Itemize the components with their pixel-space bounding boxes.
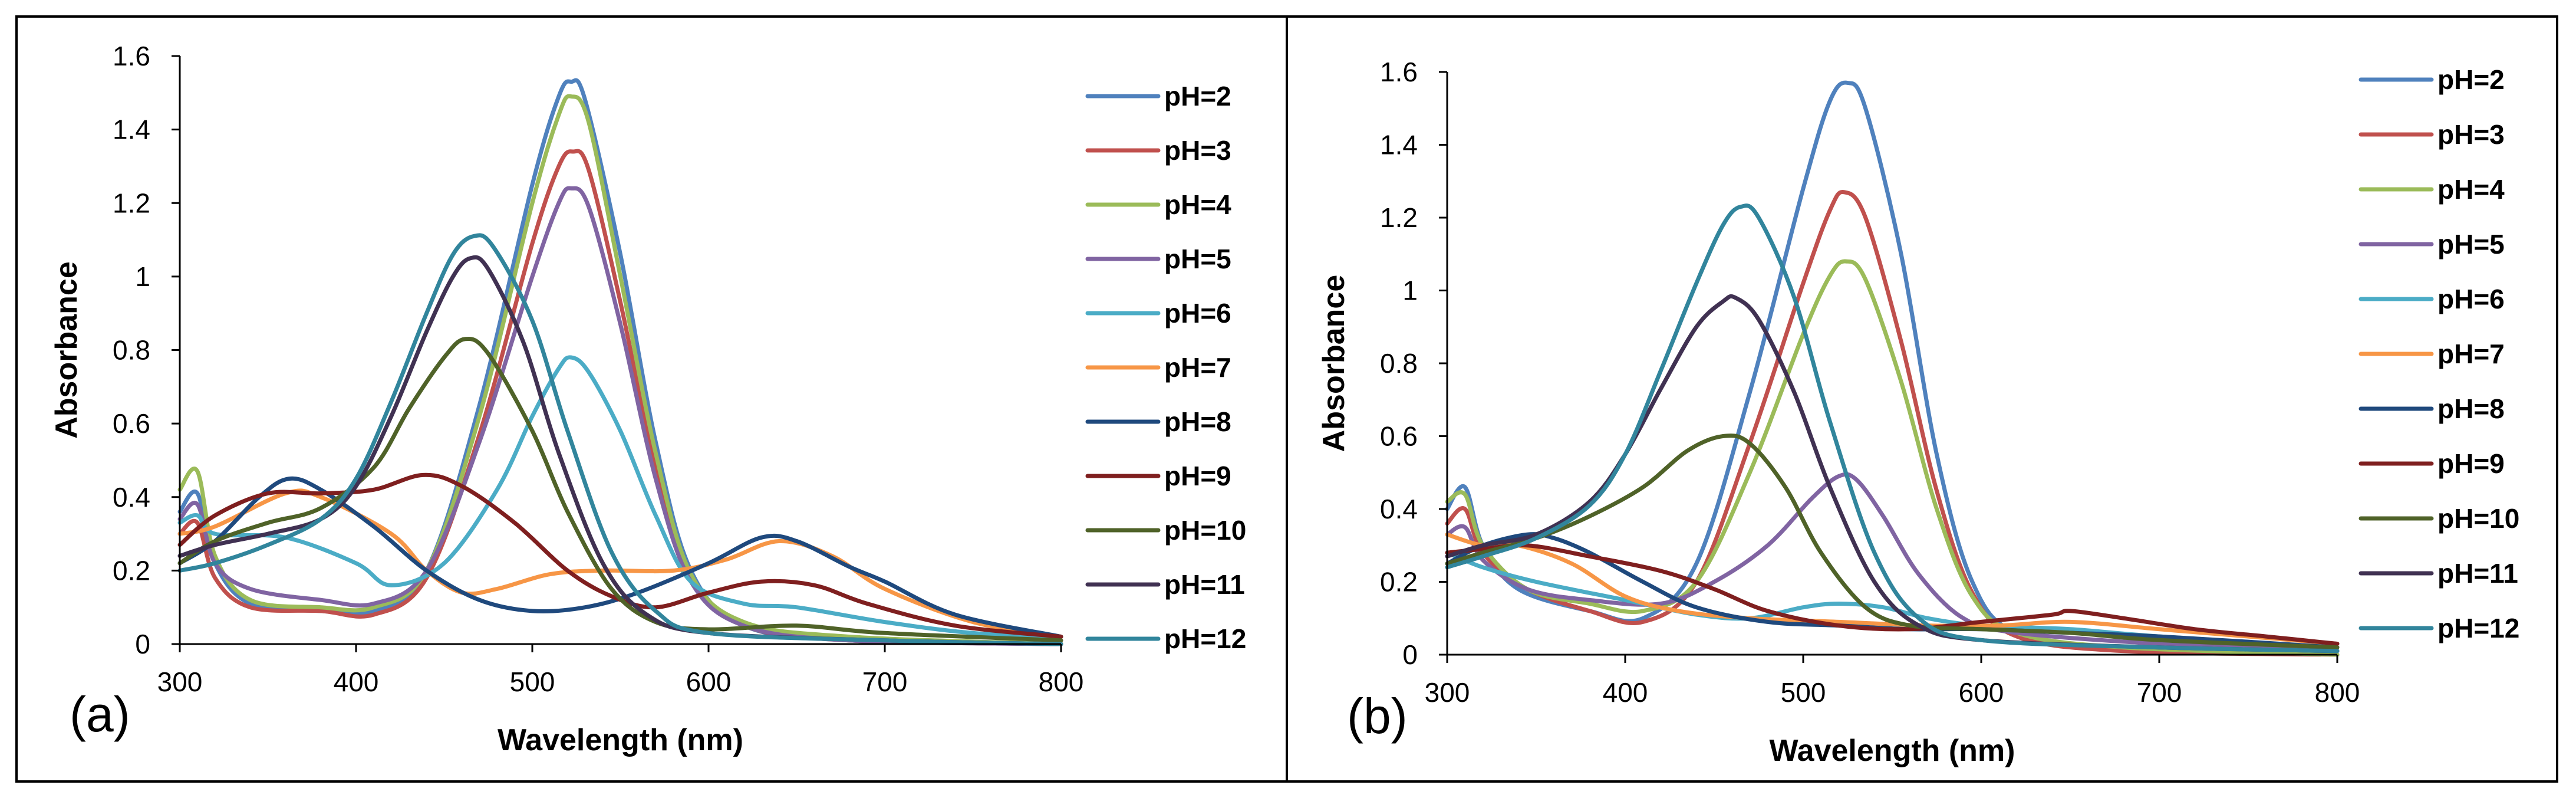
- y-tick-label: 0.2: [1380, 567, 1418, 597]
- legend: pH=2 pH=3 pH=4 pH=5 pH=6 pH=7 pH=8 pH=9 pH=10 pH=…: [2358, 64, 2519, 643]
- legend-label: pH=6: [2437, 284, 2505, 314]
- chart-panel-b: 300 400 500 600 700 800 0 0.2 0.4 0.6 0.8 1 1.2 1.4 1.…: [1317, 57, 2519, 768]
- chart-panel-a: 300 400 500 600 700 800 0 0.2 0.4 0.6 0.8 1 1.2 1.4 1.…: [50, 41, 1246, 757]
- x-tick-label: 500: [1781, 677, 1826, 708]
- x-tick-label: 600: [1959, 677, 2004, 708]
- legend-label: pH=8: [1164, 406, 1231, 437]
- legend-label: pH=3: [1164, 135, 1231, 166]
- legend-label: pH=10: [2437, 503, 2519, 534]
- legend-label: pH=2: [1164, 81, 1231, 111]
- panel-label: (b): [1347, 688, 1408, 744]
- y-tick-label: 0.4: [1380, 494, 1418, 524]
- y-tick-label: 0.8: [1380, 348, 1418, 379]
- y-tick-label: 1.6: [1380, 57, 1418, 87]
- series-line: [1445, 543, 2340, 646]
- legend-label: pH=11: [1164, 569, 1245, 600]
- series-line: [177, 94, 1063, 646]
- series-line: [177, 233, 1063, 646]
- x-tick-label: 400: [1603, 677, 1648, 708]
- x-axis-label: Wavelength (nm): [1770, 734, 2015, 768]
- y-tick-label: 0.4: [113, 482, 150, 513]
- y-tick-label: 0.6: [113, 408, 150, 439]
- panel-label: (a): [70, 687, 130, 742]
- x-tick-label: 600: [686, 666, 732, 697]
- y-tick-label: 1.2: [1380, 202, 1418, 233]
- series-line: [1445, 472, 2340, 653]
- series-line: [1445, 203, 2340, 653]
- legend-label: pH=3: [2437, 119, 2505, 150]
- legend-label: pH=5: [2437, 229, 2505, 260]
- y-tick-label: 1: [1402, 275, 1418, 306]
- axes: [172, 55, 1062, 652]
- series-line: [1445, 434, 2340, 650]
- legend-label: pH=12: [1164, 623, 1246, 654]
- legend-label: pH=4: [1164, 189, 1231, 220]
- tick-labels: 300 400 500 600 700 800 0 0.2 0.4 0.6 0.8 1 1.2 1.4 1.…: [1380, 57, 2360, 708]
- legend-label: pH=10: [1164, 515, 1246, 546]
- x-tick-label: 300: [157, 666, 203, 697]
- x-tick-label: 800: [1039, 666, 1084, 697]
- series-line: [1445, 532, 2340, 646]
- y-tick-label: 1.4: [1380, 130, 1418, 160]
- x-tick-label: 700: [862, 666, 908, 697]
- y-tick-label: 0.8: [113, 335, 150, 366]
- series-line: [177, 476, 1063, 639]
- legend: pH=2 pH=3 pH=4 pH=5 pH=6 pH=7 pH=8 pH=9 pH=10 pH=…: [1085, 81, 1246, 654]
- x-tick-label: 500: [510, 666, 555, 697]
- x-axis-label: Wavelength (nm): [498, 723, 743, 757]
- legend-label: pH=11: [2437, 558, 2518, 589]
- y-tick-label: 1: [135, 261, 150, 292]
- y-tick-label: 1.2: [113, 188, 150, 218]
- legend-label: pH=6: [1164, 298, 1231, 329]
- series-line: [1445, 550, 2340, 650]
- y-axis-label: Absorbance: [50, 261, 84, 439]
- x-tick-label: 400: [334, 666, 379, 697]
- legend-label: pH=9: [1164, 461, 1231, 491]
- y-tick-label: 0.2: [113, 555, 150, 586]
- legend-label: pH=8: [2437, 393, 2505, 424]
- x-tick-label: 700: [2137, 677, 2182, 708]
- series-line: [177, 337, 1063, 643]
- y-tick-label: 0: [1402, 639, 1418, 670]
- axes: [1439, 71, 2338, 663]
- series-line: [177, 355, 1063, 639]
- y-tick-label: 1.6: [113, 41, 150, 71]
- series-line: [177, 186, 1063, 646]
- x-tick-label: 800: [2315, 677, 2360, 708]
- y-axis-label: Absorbance: [1317, 275, 1351, 452]
- tick-labels: 300 400 500 600 700 800 0 0.2 0.4 0.6 0.8 1 1.2 1.4 1.…: [113, 41, 1083, 697]
- legend-label: pH=5: [1164, 244, 1231, 274]
- legend-label: pH=9: [2437, 448, 2505, 479]
- series-line: [177, 472, 1063, 639]
- legend-label: pH=7: [1164, 352, 1231, 383]
- series-lines: [177, 78, 1063, 646]
- y-tick-label: 0.6: [1380, 421, 1418, 452]
- legend-label: pH=2: [2437, 64, 2505, 95]
- x-tick-label: 300: [1425, 677, 1470, 708]
- legend-label: pH=7: [2437, 339, 2505, 369]
- y-tick-label: 1.4: [113, 114, 150, 145]
- series-lines: [1445, 80, 2340, 657]
- y-tick-label: 0: [135, 629, 150, 659]
- legend-label: pH=12: [2437, 613, 2519, 643]
- legend-label: pH=4: [2437, 174, 2505, 205]
